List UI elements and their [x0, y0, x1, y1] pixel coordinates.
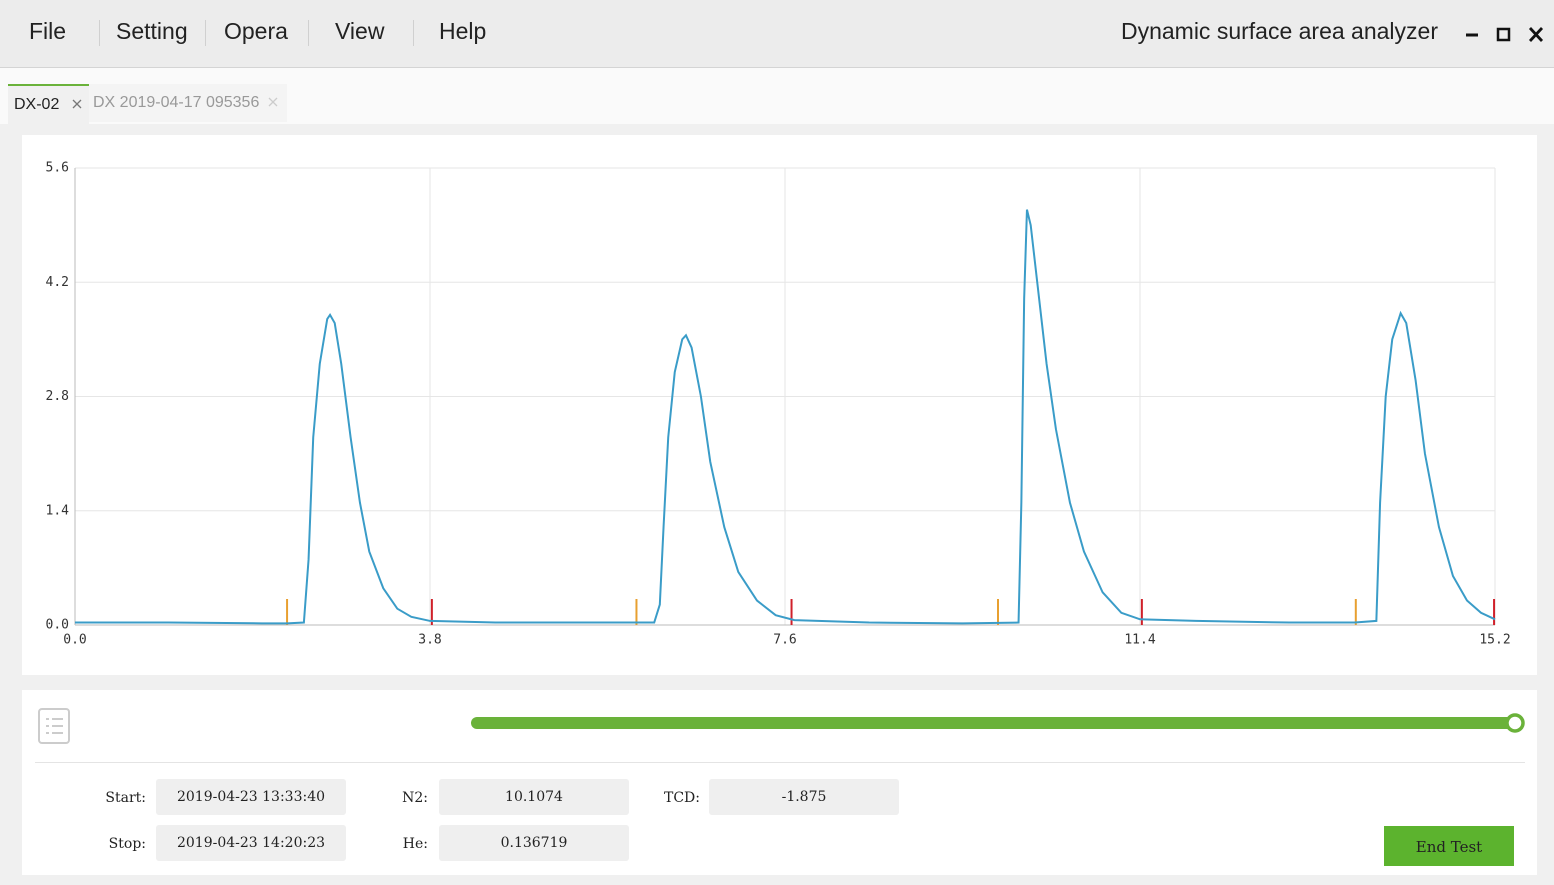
field-value: 2019-04-23 13:33:40: [156, 779, 346, 815]
window-controls: [1466, 27, 1544, 42]
y-tick-label: 1.4: [46, 503, 70, 518]
menu-item[interactable]: Opera: [224, 18, 288, 44]
field-label: He:: [402, 836, 428, 852]
y-tick-label: 0.0: [46, 618, 69, 633]
chart: 0.0 1.4 2.8 4.2 5.6 0.0 3.8 7.6 11.4 15.2: [46, 161, 1511, 648]
tab-active[interactable]: DX-02: [8, 84, 89, 124]
tab-bar: DX-02 DX 2019-04-17 095356: [0, 68, 1554, 124]
menu-item[interactable]: Setting: [116, 18, 188, 44]
chart-panel: 0.0 1.4 2.8 4.2 5.6 0.0 3.8 7.6 11.4 15.2: [22, 135, 1537, 675]
separator: [205, 20, 206, 46]
app-title: Dynamic surface area analyzer: [1120, 18, 1438, 44]
close-button[interactable]: [1528, 27, 1544, 42]
divider: [35, 762, 1525, 763]
field-label: Start:: [105, 790, 146, 806]
progress-handle[interactable]: [1505, 713, 1525, 733]
field-value: 2019-04-23 14:20:23: [156, 825, 346, 861]
maximize-button[interactable]: [1496, 27, 1511, 42]
data-line: [75, 209, 1496, 625]
x-tick-label: 11.4: [1124, 633, 1155, 648]
tab-label: DX 2019-04-17 095356: [93, 94, 260, 111]
field-value: 0.136719: [439, 825, 629, 861]
menu-bar: File Setting Opera View Help Dynamic sur…: [0, 0, 1554, 68]
x-tick-label: 3.8: [418, 633, 441, 648]
field-value: 10.1074: [439, 779, 629, 815]
tab-close[interactable]: [268, 97, 278, 107]
tab-label: DX-02: [14, 96, 60, 113]
menu-item[interactable]: File: [29, 18, 67, 44]
separator: [308, 20, 309, 46]
y-tick-label: 4.2: [46, 275, 69, 290]
end-test-button[interactable]: End Test: [1384, 826, 1514, 866]
x-tick-label: 0.0: [63, 633, 86, 648]
menu-item[interactable]: Help: [439, 18, 487, 44]
y-tick-label: 2.8: [46, 389, 69, 404]
x-tick-label: 7.6: [773, 633, 796, 648]
field-label: Stop:: [108, 836, 146, 852]
tab-close[interactable]: [72, 99, 82, 109]
separator: [99, 20, 100, 46]
list-icon[interactable]: [37, 707, 71, 745]
field-label: TCD:: [664, 790, 700, 806]
menu-item[interactable]: View: [335, 18, 385, 44]
separator: [413, 20, 414, 46]
y-tick-label: 5.6: [46, 161, 69, 176]
progress-bar: [471, 713, 1525, 733]
tab[interactable]: DX 2019-04-17 095356: [89, 84, 287, 122]
field-value: -1.875: [709, 779, 899, 815]
field-label: N2:: [402, 790, 428, 806]
x-tick-label: 15.2: [1479, 633, 1510, 648]
